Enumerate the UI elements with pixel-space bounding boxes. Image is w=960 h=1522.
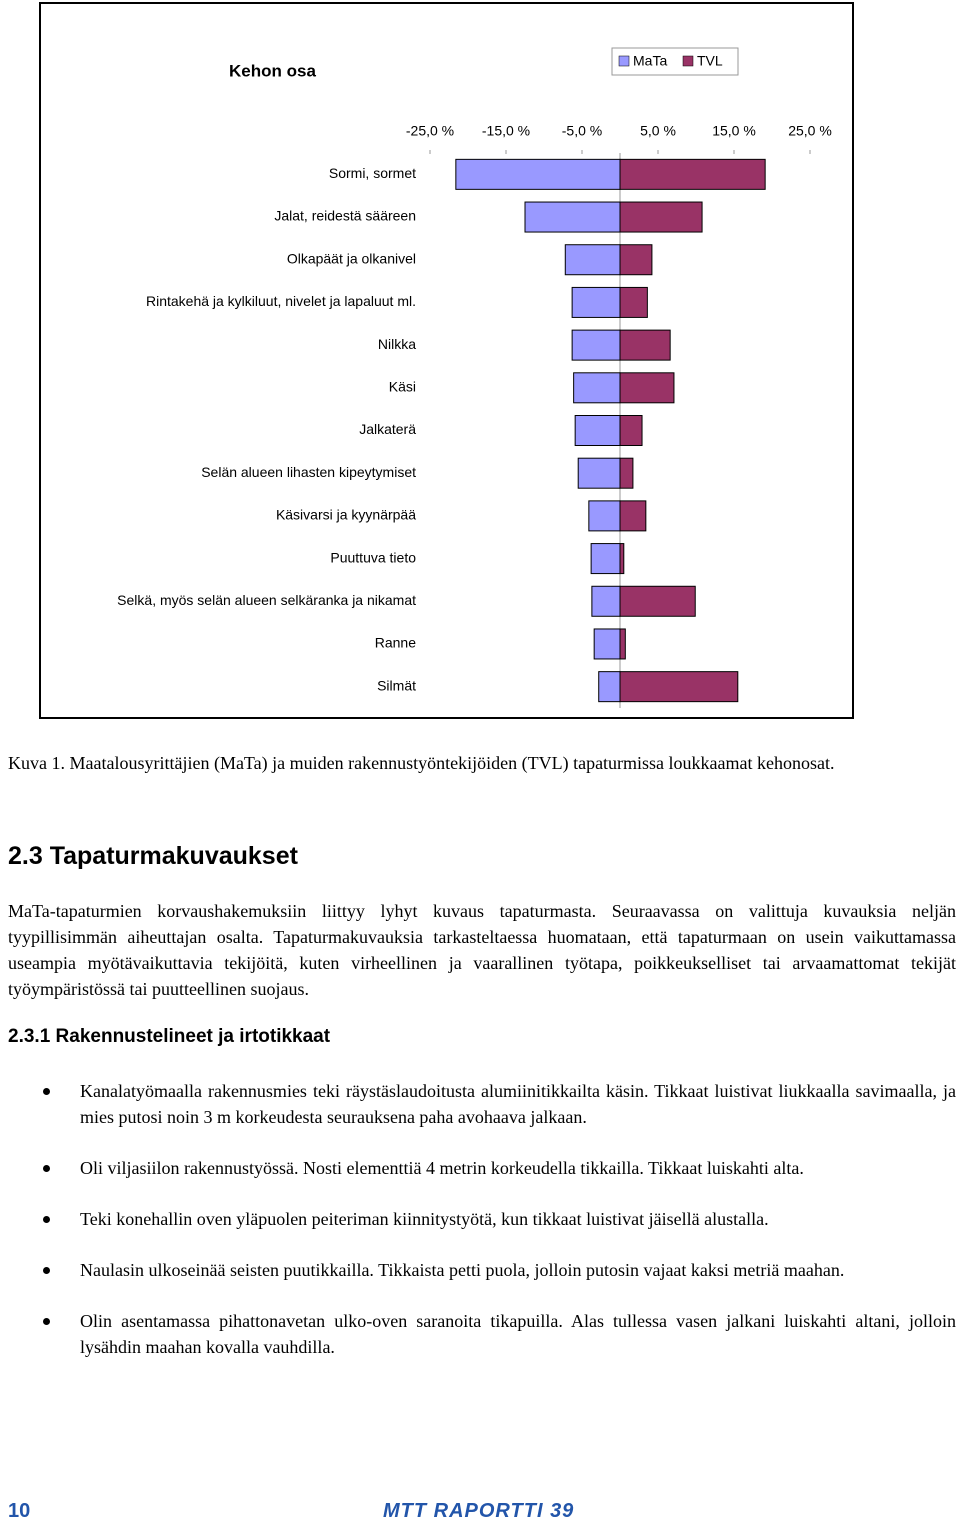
legend-label: TVL: [697, 53, 723, 69]
x-tick-label: -5,0 %: [562, 123, 602, 139]
bar: [619, 244, 653, 276]
bar: [619, 201, 703, 233]
bar: [619, 286, 648, 318]
bar: [619, 372, 675, 404]
section-heading: 2.3 Tapaturmakuvaukset: [8, 842, 298, 870]
bullet-item: Naulasin ulkoseinää seisten puutikkailla…: [0, 1257, 956, 1283]
bullet-item: Kanalatyömaalla rakennusmies teki räystä…: [0, 1078, 956, 1130]
bar: [571, 286, 621, 318]
bar: [564, 244, 621, 276]
report-series: MTT RAPORTTI 39: [383, 1500, 575, 1522]
y-tick-label: Sormi, sormet: [329, 165, 416, 181]
paragraph: MaTa-tapaturmien korvaushakemuksiin liit…: [8, 901, 956, 999]
bar: [619, 457, 634, 489]
bar: [619, 585, 696, 617]
bullet-list: Kanalatyömaalla rakennusmies teki räystä…: [0, 1078, 956, 1385]
y-tick-label: Ranne: [375, 635, 416, 651]
x-tick-label: 25,0 %: [788, 123, 832, 139]
bar: [573, 372, 621, 404]
x-tick-label: -15,0 %: [482, 123, 530, 139]
y-tick-label: Jalat, reidestä sääreen: [274, 208, 416, 224]
bar: [593, 628, 621, 660]
x-tick-label: 15,0 %: [712, 123, 756, 139]
chart-title: Kehon osa: [229, 61, 316, 80]
y-tick-label: Käsi: [389, 379, 416, 395]
bar: [455, 158, 621, 190]
bar: [598, 671, 621, 703]
y-tick-label: Selän alueen lihasten kipeytymiset: [201, 464, 416, 480]
y-tick-label: Nilkka: [378, 336, 416, 352]
legend-box: [611, 47, 739, 76]
y-tick-label: Jalkaterä: [359, 421, 416, 437]
bar: [619, 543, 625, 575]
bar: [619, 415, 643, 446]
x-tick-label: 5,0 %: [640, 123, 676, 139]
legend-swatch: [682, 55, 694, 67]
bar: [574, 415, 621, 446]
bar: [524, 201, 621, 233]
page-number: 10: [8, 1500, 31, 1522]
bullet-item: Oli viljasiilon rakennustyössä. Nosti el…: [0, 1155, 956, 1181]
y-tick-label: Silmät: [377, 677, 416, 693]
bar: [619, 671, 739, 703]
bar: [619, 158, 766, 190]
y-tick-label: Puuttuva tieto: [330, 549, 416, 565]
caption: Kuva 1. Maatalousyrittäjien (MaTa) ja mu…: [8, 753, 835, 773]
legend-swatch: [618, 55, 630, 67]
y-tick-label: Selkä, myös selän alueen selkäranka ja n…: [117, 592, 416, 608]
bar: [588, 500, 621, 532]
bullet-item: Teki konehallin oven yläpuolen peiterima…: [0, 1206, 956, 1232]
bar: [590, 543, 621, 575]
y-tick-label: Rintakehä ja kylkiluut, nivelet ja lapal…: [146, 293, 416, 309]
y-tick-label: Olkapäät ja olkanivel: [287, 250, 416, 266]
y-tick-label: Käsivarsi ja kyynärpää: [276, 507, 416, 523]
chart-frame: [39, 2, 854, 719]
bar: [619, 500, 647, 532]
chart: Kehon osa -25,0 % -15,0 % -5,0 % 5,0 % 15,0 …: [39, 2, 854, 719]
bar: [591, 585, 621, 617]
bar: [619, 628, 626, 660]
bar: [571, 329, 621, 361]
x-tick-label: -25,0 %: [406, 123, 454, 139]
legend-label: MaTa: [633, 53, 667, 69]
subsection-heading: 2.3.1 Rakennustelineet ja irtotikkaat: [8, 1026, 331, 1047]
bullet-item: Olin asentamassa pihattonavetan ulko-ove…: [0, 1308, 956, 1360]
bar: [577, 457, 621, 489]
bar: [619, 329, 671, 361]
